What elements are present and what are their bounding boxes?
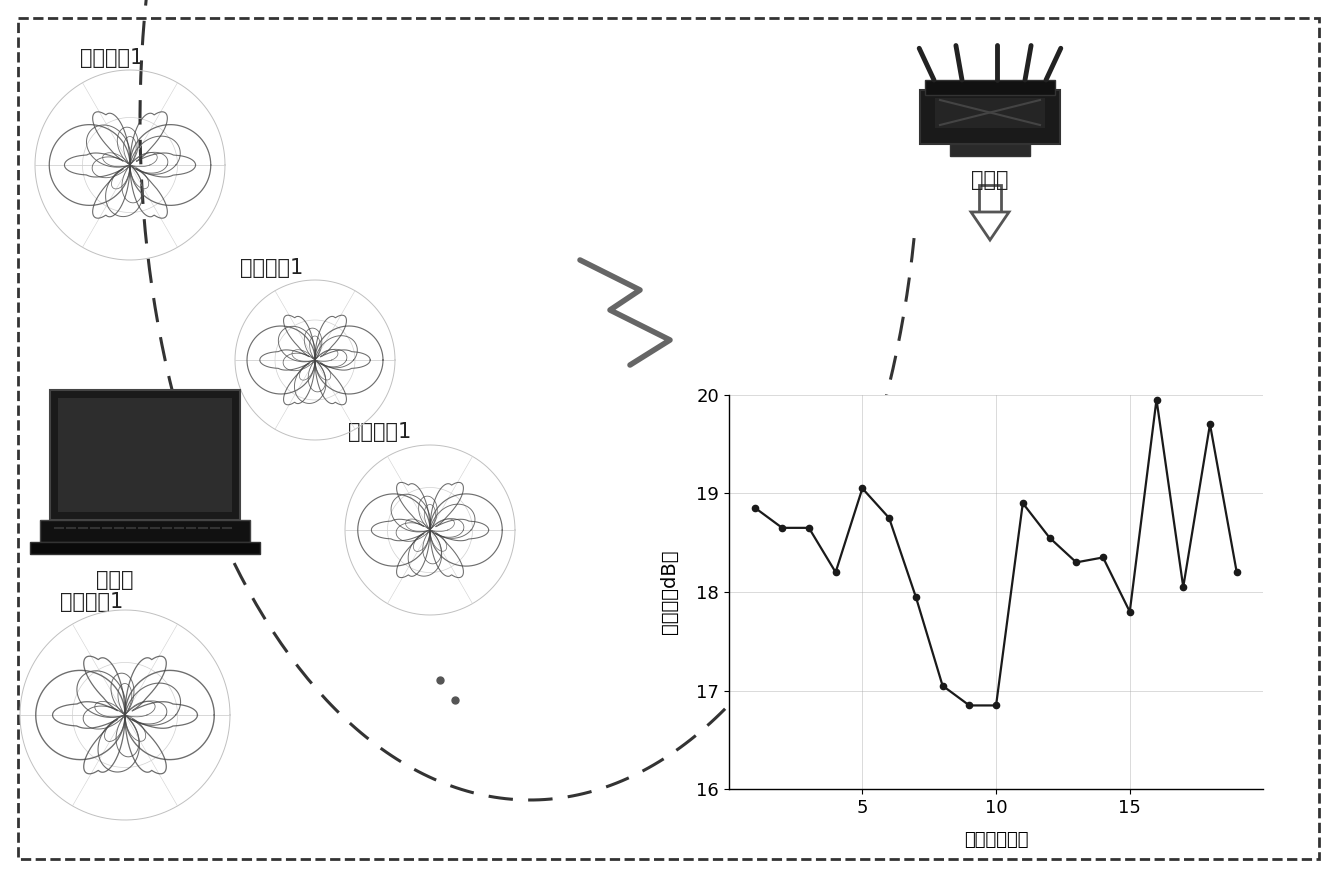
Polygon shape bbox=[971, 212, 1009, 240]
Bar bbox=[29, 542, 259, 554]
Text: 发射模式1: 发射模式1 bbox=[60, 592, 123, 612]
Text: 接收者: 接收者 bbox=[971, 170, 1008, 190]
Y-axis label: 信噪比（dB）: 信噪比（dB） bbox=[660, 550, 679, 634]
Bar bbox=[49, 390, 241, 520]
Bar bbox=[925, 80, 1055, 95]
Bar bbox=[57, 398, 233, 512]
Bar bbox=[40, 520, 250, 542]
Text: 发送者: 发送者 bbox=[96, 570, 134, 590]
X-axis label: 波束模式指数: 波束模式指数 bbox=[964, 831, 1028, 849]
Bar bbox=[920, 90, 1060, 144]
Text: 发射模式1: 发射模式1 bbox=[348, 422, 412, 442]
Bar bbox=[951, 144, 1029, 156]
Text: 发射模式1: 发射模式1 bbox=[241, 258, 303, 278]
Bar bbox=[979, 185, 1001, 212]
Bar bbox=[935, 98, 1046, 128]
Text: 发射模式1: 发射模式1 bbox=[80, 48, 143, 68]
